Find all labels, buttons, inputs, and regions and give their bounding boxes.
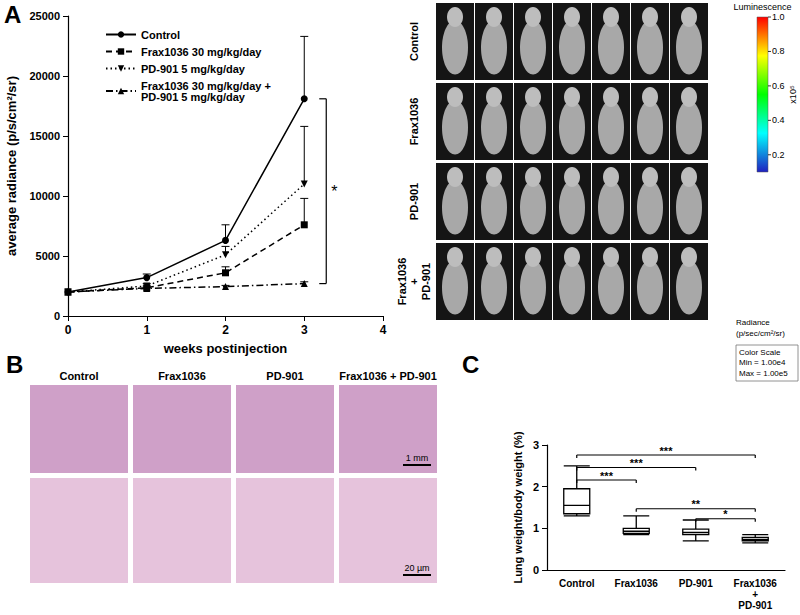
svg-text:**: ** bbox=[691, 498, 700, 510]
svg-text:0.6: 0.6 bbox=[772, 81, 785, 91]
svg-text:PD-901: PD-901 bbox=[266, 370, 303, 382]
svg-text:(p/sec/cm²/sr): (p/sec/cm²/sr) bbox=[736, 329, 785, 338]
svg-text:Control: Control bbox=[408, 22, 420, 61]
svg-text:Frax1036: Frax1036 bbox=[158, 370, 206, 382]
svg-text:0: 0 bbox=[533, 564, 539, 576]
svg-text:20000: 20000 bbox=[29, 70, 60, 82]
svg-text:Luminescence: Luminescence bbox=[733, 2, 791, 12]
svg-text:3: 3 bbox=[533, 439, 539, 451]
svg-text:Control: Control bbox=[559, 578, 595, 589]
svg-text:Lung weight/body weight (%): Lung weight/body weight (%) bbox=[512, 431, 524, 583]
svg-text:C: C bbox=[462, 351, 479, 378]
svg-text:Max = 1.00e5: Max = 1.00e5 bbox=[739, 369, 788, 378]
svg-text:4: 4 bbox=[380, 323, 387, 337]
svg-text:2: 2 bbox=[533, 481, 539, 493]
svg-text:Color Scale: Color Scale bbox=[739, 348, 781, 357]
svg-text:5000: 5000 bbox=[36, 250, 60, 262]
svg-text:Min = 1.00e4: Min = 1.00e4 bbox=[739, 358, 786, 367]
svg-text:B: B bbox=[6, 351, 23, 378]
svg-text:PD-901: PD-901 bbox=[679, 578, 713, 589]
svg-text:*: * bbox=[331, 183, 337, 200]
svg-text:x10⁵: x10⁵ bbox=[788, 85, 798, 104]
svg-text:Frax1036: Frax1036 bbox=[734, 578, 778, 589]
svg-text:2: 2 bbox=[222, 323, 229, 337]
svg-text:A: A bbox=[4, 1, 21, 28]
svg-text:Control: Control bbox=[59, 370, 98, 382]
svg-text:***: *** bbox=[660, 445, 674, 457]
svg-text:1: 1 bbox=[143, 323, 150, 337]
svg-text:Radiance: Radiance bbox=[736, 318, 770, 327]
svg-text:PD-901: PD-901 bbox=[408, 183, 420, 220]
svg-text:+: + bbox=[752, 589, 758, 600]
svg-text:1: 1 bbox=[533, 522, 539, 534]
svg-text:PD-901: PD-901 bbox=[420, 263, 432, 300]
svg-text:***: *** bbox=[600, 470, 614, 482]
svg-text:0: 0 bbox=[65, 323, 72, 337]
svg-text:15000: 15000 bbox=[29, 130, 60, 142]
svg-text:*: * bbox=[723, 508, 728, 520]
svg-text:+: + bbox=[408, 278, 420, 284]
svg-text:Frax1036 30 mg/kg/day: Frax1036 30 mg/kg/day bbox=[141, 46, 262, 58]
svg-text:Frax1036 30 mg/kg/day +: Frax1036 30 mg/kg/day + bbox=[141, 79, 271, 92]
svg-text:0.2: 0.2 bbox=[772, 150, 785, 160]
svg-text:0.4: 0.4 bbox=[772, 115, 785, 125]
svg-text:weeks postinjection: weeks postinjection bbox=[163, 341, 288, 356]
svg-text:0.8: 0.8 bbox=[772, 46, 785, 56]
svg-text:PD-901 5 mg/kg/day: PD-901 5 mg/kg/day bbox=[141, 63, 246, 75]
svg-text:1.0: 1.0 bbox=[772, 12, 785, 22]
svg-text:3: 3 bbox=[301, 323, 308, 337]
svg-text:Frax1036 + PD-901: Frax1036 + PD-901 bbox=[339, 370, 437, 382]
svg-text:Control: Control bbox=[141, 29, 180, 41]
svg-text:PD-901 5 mg/kg/day: PD-901 5 mg/kg/day bbox=[141, 91, 246, 103]
svg-text:Frax1036: Frax1036 bbox=[408, 98, 420, 146]
svg-text:25000: 25000 bbox=[29, 10, 60, 22]
svg-text:Frax1036: Frax1036 bbox=[396, 258, 408, 306]
svg-text:0: 0 bbox=[54, 310, 60, 322]
svg-text:20 µm: 20 µm bbox=[404, 563, 429, 573]
svg-text:***: *** bbox=[630, 457, 644, 469]
svg-text:10000: 10000 bbox=[29, 190, 60, 202]
svg-text:average radiance (p/s/cm²/sr): average radiance (p/s/cm²/sr) bbox=[4, 76, 19, 256]
svg-text:1 mm: 1 mm bbox=[406, 453, 429, 463]
svg-text:Frax1036: Frax1036 bbox=[615, 578, 659, 589]
svg-text:PD-901: PD-901 bbox=[738, 600, 772, 611]
